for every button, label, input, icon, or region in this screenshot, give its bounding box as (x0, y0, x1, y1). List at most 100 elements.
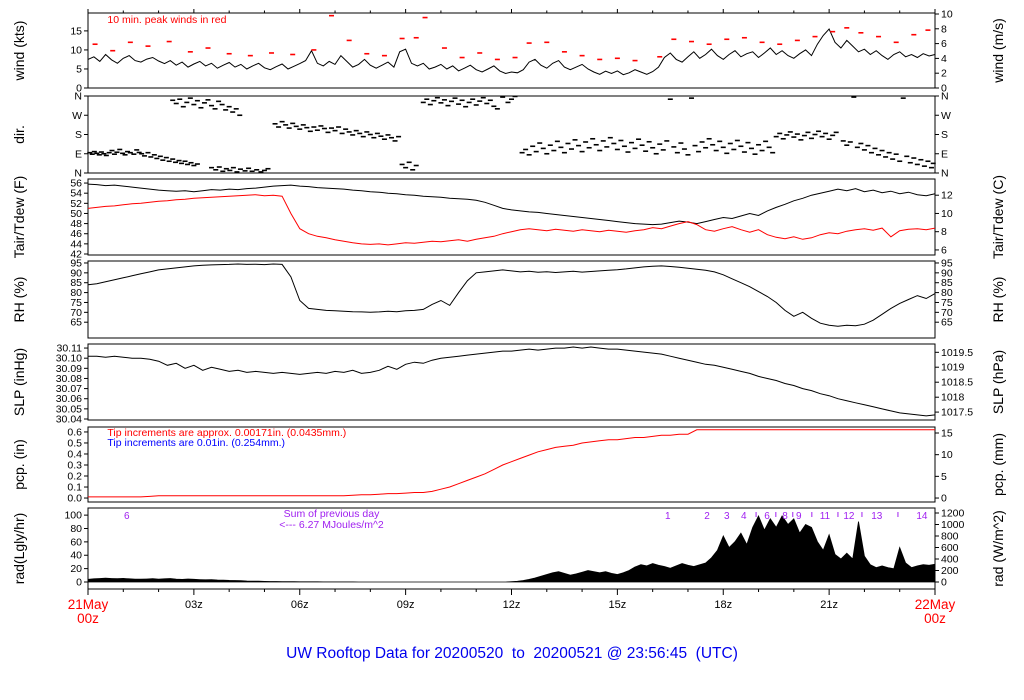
start-hour-label: 00z (77, 611, 99, 626)
slp-panel: 30.0430.0530.0630.0730.0830.0930.1030.11… (11, 343, 1006, 426)
dir-right-tick-label: S (941, 129, 948, 141)
wind-ylabel-left: wind (kts) (11, 21, 27, 82)
rh-left-tick-label: 70 (70, 307, 82, 319)
dir-ylabel-left: dir. (11, 125, 27, 144)
slp-right-tick-label: 1018.5 (941, 377, 973, 389)
rad-left-tick-label: 0 (76, 576, 82, 588)
tair-left-tick-label: 46 (70, 228, 82, 240)
rad-annotation: Sum of previous day (284, 508, 380, 520)
rh-left-tick-label: 65 (70, 317, 82, 329)
wind-peaks-10min (92, 14, 931, 62)
slp-left-tick-label: 30.09 (56, 363, 82, 375)
tair-right-tick-label: 8 (941, 226, 947, 238)
slp-left-tick-label: 30.04 (56, 413, 82, 425)
rh-right-tick-label: 65 (941, 317, 953, 329)
dir-left-tick-label: W (72, 110, 82, 122)
svg-text:1: 1 (665, 511, 671, 522)
wind-left-tick-label: 0 (76, 83, 82, 95)
dir-right-tick-label: W (941, 110, 951, 122)
tdew-f (87, 194, 936, 246)
rad-right-tick-label: 1000 (941, 519, 965, 531)
wind-left-tick-label: 15 (70, 25, 82, 37)
time-tick-label: 06z (291, 599, 309, 611)
wind-speed-kts (87, 28, 936, 76)
tair-ylabel-left: Tair/Tdew (F) (11, 176, 27, 258)
rad-right-tick-label: 600 (941, 542, 959, 554)
svg-text:9: 9 (796, 511, 802, 522)
slp-left-tick-label: 30.05 (56, 403, 82, 415)
wind-panel: 0 5 10 15 0 2 4 6 8 10 wind (kts) wind (m/s) 10 min.… (11, 8, 1006, 94)
slp-ylabel-right: SLP (hPa) (990, 350, 1006, 414)
slp-right-tick-label: 1019.5 (941, 347, 973, 359)
rh-left-tick-label: 75 (70, 297, 82, 309)
rh-left-tick-label: 85 (70, 277, 82, 289)
tair-ylabel-right: Tair/Tdew (C) (990, 175, 1006, 259)
pcp-left-tick-label: 0.3 (67, 459, 82, 471)
solar-radiation (87, 514, 936, 583)
svg-text:6: 6 (764, 511, 770, 522)
tair-left-tick-label: 42 (70, 248, 82, 260)
slp-left-tick-label: 30.07 (56, 383, 82, 395)
wind-ylabel-right: wind (m/s) (990, 18, 1006, 84)
slp-left-tick-label: 30.10 (56, 353, 82, 365)
rad-annotation: <--- 6.27 MJoules/m^2 (279, 519, 384, 531)
pcp-left-tick-label: 0.6 (67, 426, 82, 438)
rad-left-tick-label: 80 (70, 523, 82, 535)
time-tick-label: 18z (714, 599, 732, 611)
pcp-left-tick-label: 0.0 (67, 493, 82, 505)
dir-right-tick-label: N (941, 168, 949, 180)
svg-text:14: 14 (916, 511, 928, 522)
svg-text:4: 4 (741, 511, 747, 522)
time-tick-label: 03z (185, 599, 203, 611)
pcp-right-tick-label: 15 (941, 427, 953, 439)
rad-left-tick-label: 100 (64, 510, 82, 522)
rh-right-tick-label: 95 (941, 257, 953, 269)
time-tick-label: 21z (820, 599, 838, 611)
tair-right-tick-label: 10 (941, 208, 953, 220)
wind-right-tick-label: 4 (941, 53, 947, 65)
pcp-panel: 0.00.10.20.30.40.50.6 0 5 10 15 pcp. (in) pcp.… (11, 426, 1006, 504)
end-date-label: 22May (915, 597, 956, 612)
wind-right-tick-label: 6 (941, 38, 947, 50)
tair-right-tick-label: 12 (941, 190, 953, 202)
pcp-left-tick-label: 0.4 (67, 448, 82, 460)
tair-right-tick-label: 6 (941, 244, 947, 256)
pcp-annotation: Tip increments are approx. 0.00171in. (0… (107, 427, 346, 439)
pcp-right-tick-label: 10 (941, 449, 953, 461)
relative-humidity (87, 263, 936, 327)
dir-left-tick-label: N (74, 168, 82, 180)
rh-right-tick-label: 85 (941, 277, 953, 289)
rad-right-tick-label: 0 (941, 576, 947, 588)
precip-cumulative-in (88, 429, 935, 498)
rad-right-tick-label: 1200 (941, 508, 965, 520)
dir-left-tick-label: E (75, 148, 82, 160)
svg-text:6: 6 (124, 511, 130, 522)
rad-panel: 020406080100020040060080010001200rad(Lgl… (11, 507, 1006, 590)
rad-event-markers: 6 1 2 3 4 6 8 9 11 12 13 14 (124, 511, 928, 522)
rad-left-tick-label: 20 (70, 563, 82, 575)
time-tick-label: 12z (503, 599, 521, 611)
svg-text:3: 3 (724, 511, 730, 522)
time-tick-label: 09z (397, 599, 415, 611)
rad-left-tick-label: 40 (70, 550, 82, 562)
svg-text:2: 2 (704, 511, 710, 522)
svg-text:11: 11 (820, 511, 831, 522)
pcp-right-tick-label: 5 (941, 471, 947, 483)
pcp-right-tick-label: 0 (941, 493, 947, 505)
rad-right-tick-label: 200 (941, 565, 959, 577)
tair-left-tick-label: 56 (70, 178, 82, 190)
wind-right-tick-label: 2 (941, 68, 947, 80)
pcp-ylabel-right: pcp. (mm) (990, 433, 1006, 496)
pcp-left-tick-label: 0.5 (67, 437, 82, 449)
rad-ylabel-right: rad (W/m^2) (990, 510, 1006, 587)
svg-text:12: 12 (843, 511, 855, 522)
tair-left-tick-label: 48 (70, 218, 82, 230)
sea-level-pressure (88, 346, 936, 417)
dir-left-tick-label: S (75, 129, 82, 141)
pcp-annotation: Tip increments are 0.01in. (0.254mm.) (107, 437, 285, 449)
wind-right-tick-label: 10 (941, 8, 953, 20)
rh-ylabel-right: RH (%) (990, 277, 1006, 323)
slp-left-tick-label: 30.06 (56, 393, 82, 405)
